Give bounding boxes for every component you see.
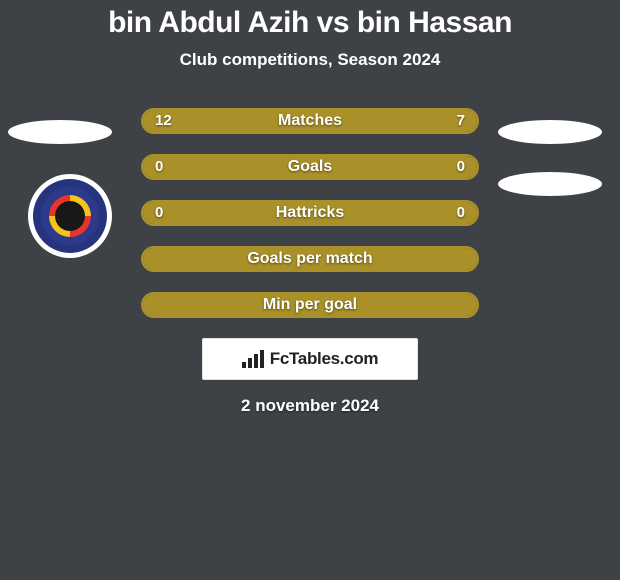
stat-row: Goals per match [141,246,479,272]
branding-text: FcTables.com [270,349,379,369]
stat-row: Min per goal [141,292,479,318]
player-right-slot-ellipse-2 [498,172,602,196]
stat-row: Matches12 7 [141,108,479,134]
stat-value-right: 0 [457,202,465,224]
stat-label: Matches [143,110,477,132]
branding-badge[interactable]: FcTables.com [202,338,418,380]
page-title: bin Abdul Azih vs bin Hassan [0,0,620,40]
stat-value-left: 12 [155,110,172,132]
stat-label: Hattricks [143,202,477,224]
player-left-slot-ellipse [8,120,112,144]
stat-row: Hattricks0 0 [141,200,479,226]
page-subtitle: Club competitions, Season 2024 [0,50,620,70]
stat-value-right: 0 [457,156,465,178]
stat-value-left: 0 [155,202,163,224]
stat-rows: Matches127Goals00Hattricks00Goals per ma… [141,108,479,318]
bar-chart-icon [242,350,264,368]
comparison-stage: Matches127Goals00Hattricks00Goals per ma… [0,108,620,416]
footer-date: 2 november 2024 [0,396,620,416]
stat-label: Goals [143,156,477,178]
stat-label: Goals per match [143,248,477,270]
player-left-club-badge [28,174,112,258]
stat-label: Min per goal [143,294,477,316]
stat-value-left: 0 [155,156,163,178]
stat-row: Goals0 0 [141,154,479,180]
player-right-slot-ellipse-1 [498,120,602,144]
stat-value-right: 7 [457,110,465,132]
club-crest-icon [33,179,107,253]
